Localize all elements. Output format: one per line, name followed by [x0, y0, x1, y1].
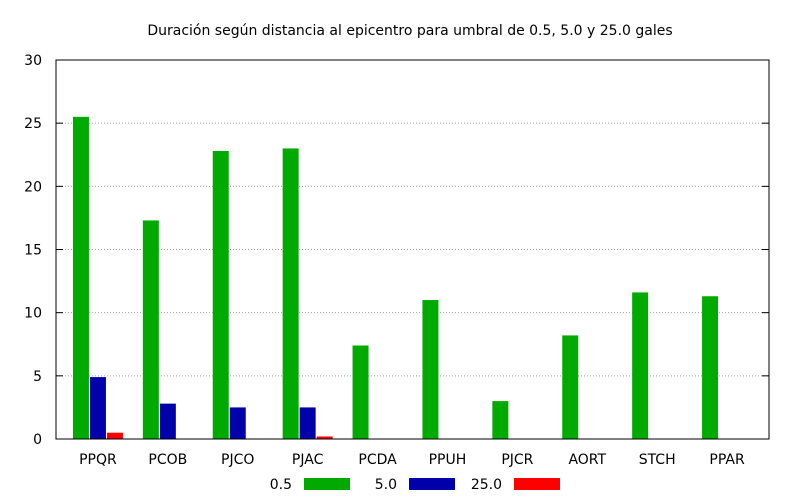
- y-tick-label: 5: [33, 369, 42, 385]
- x-tick-label: STCH: [639, 452, 676, 468]
- bar-ppqr-series-0: [72, 116, 89, 439]
- bar-aort-series-0: [562, 335, 579, 439]
- y-tick-label: 15: [24, 243, 42, 259]
- bar-pcob-series-0: [142, 220, 159, 439]
- bar-ppar-series-0: [702, 296, 719, 439]
- legend-label: 0.5: [270, 477, 292, 493]
- legend-label: 5.0: [375, 477, 397, 493]
- bar-pjco-series-1: [229, 407, 246, 439]
- x-tick-label: PPUH: [429, 452, 467, 468]
- bar-stch-series-0: [632, 292, 649, 439]
- x-tick-label: PJCO: [221, 452, 254, 468]
- legend-swatch: [409, 478, 455, 490]
- y-axis-ticks: 0 5 10 15 20 25 30: [24, 53, 769, 448]
- chart-title: Duración según distancia al epicentro pa…: [147, 23, 672, 39]
- y-tick-label: 30: [24, 53, 42, 69]
- x-tick-label: PJAC: [292, 452, 324, 468]
- bar-pjco-series-0: [212, 150, 229, 439]
- grid-lines: [56, 122, 769, 377]
- x-tick-label: PPQR: [79, 452, 117, 468]
- y-tick-label: 25: [24, 116, 42, 132]
- bar-pjac-series-1: [299, 407, 316, 439]
- bar-ppuh-series-0: [422, 300, 439, 439]
- x-tick-label: PPAR: [709, 452, 745, 468]
- bar-pjac-series-0: [282, 148, 299, 439]
- x-axis-ticks: PPQR PCOB PJCO PJAC PCDA PPUH PJCR AORT STCH PPAR: [79, 452, 745, 468]
- bar-ppqr-series-1: [89, 377, 106, 439]
- y-tick-label: 0: [33, 432, 42, 448]
- x-tick-label: PJCR: [501, 452, 533, 468]
- legend: 0.5 5.0 25.0: [270, 477, 560, 493]
- legend-label: 25.0: [471, 477, 502, 493]
- bar-pjcr-series-0: [492, 401, 509, 439]
- bars: [72, 116, 719, 439]
- bar-pjac-series-2: [316, 436, 333, 439]
- y-tick-label: 10: [24, 306, 42, 322]
- bar-pcda-series-0: [352, 345, 369, 439]
- x-tick-label: AORT: [568, 452, 606, 468]
- bar-pcob-series-1: [159, 403, 176, 439]
- x-tick-label: PCDA: [358, 452, 397, 468]
- legend-swatch: [304, 478, 350, 490]
- legend-swatch: [514, 478, 560, 490]
- y-tick-label: 20: [24, 179, 42, 195]
- bar-ppqr-series-2: [106, 432, 123, 439]
- x-tick-label: PCOB: [148, 452, 187, 468]
